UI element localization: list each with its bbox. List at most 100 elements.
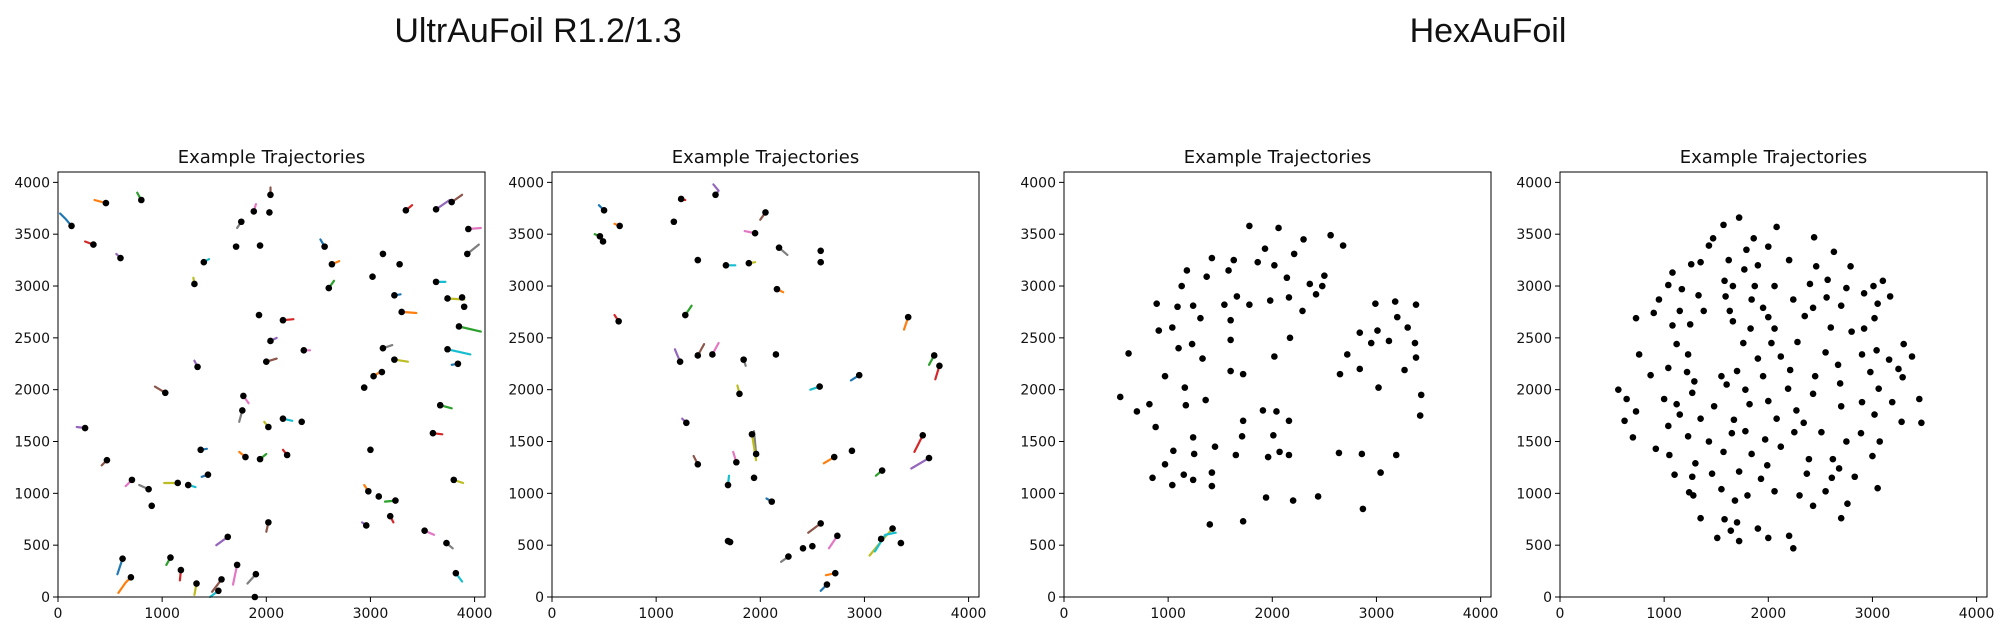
data-point [1785, 256, 1793, 264]
data-point [1836, 380, 1844, 387]
data-point [1708, 470, 1716, 477]
data-point [1356, 365, 1364, 373]
data-point [855, 371, 863, 379]
data-point [1285, 417, 1293, 425]
data-point [298, 418, 306, 426]
data-point [1271, 353, 1278, 360]
data-point [429, 429, 437, 437]
data-point [1875, 385, 1882, 392]
data-point [1264, 453, 1272, 461]
data-point [191, 280, 198, 288]
data-point [1666, 451, 1673, 459]
data-point [1199, 355, 1206, 362]
data-point [396, 260, 403, 268]
data-point [1823, 294, 1830, 301]
data-point [391, 356, 398, 363]
data-point [1908, 353, 1916, 360]
data-point [128, 476, 136, 484]
data-point [831, 569, 839, 577]
data-point [465, 225, 472, 233]
data-point [1239, 417, 1247, 425]
data-point [816, 383, 823, 390]
y-tick-label: 1500 [14, 435, 50, 451]
data-point [1744, 492, 1751, 499]
x-tick-label: 2000 [742, 606, 778, 622]
data-point [1208, 469, 1216, 476]
data-point [676, 358, 684, 365]
data-point [1285, 451, 1293, 459]
data-point [1806, 280, 1814, 288]
data-point [762, 209, 769, 216]
data-point [1655, 296, 1663, 303]
data-point [455, 323, 463, 330]
data-point [1720, 448, 1727, 456]
data-point [250, 208, 258, 215]
y-tick-label: 3000 [1020, 279, 1056, 295]
data-point [724, 481, 732, 489]
data-point [1818, 428, 1825, 436]
data-point [768, 498, 776, 505]
data-point [1246, 301, 1253, 308]
data-point [848, 447, 856, 455]
data-point [224, 533, 232, 541]
data-point [138, 196, 145, 204]
data-point [432, 206, 440, 213]
data-point [1874, 300, 1881, 307]
data-point [740, 356, 747, 363]
data-point [232, 243, 240, 250]
data-point [1318, 282, 1326, 290]
data-point [682, 311, 689, 319]
data-point [1169, 481, 1176, 489]
data-point [1375, 384, 1382, 391]
data-point [1809, 390, 1817, 398]
data-point [1809, 304, 1817, 312]
data-point [736, 390, 743, 398]
data-point [1673, 340, 1680, 348]
data-point [1829, 455, 1837, 463]
data-point [1710, 402, 1718, 410]
trajectory-line [873, 531, 897, 553]
data-point [1170, 447, 1177, 455]
data-point [1246, 222, 1253, 230]
data-point [1764, 397, 1772, 405]
y-tick-label: 4000 [1516, 175, 1552, 191]
data-point [1764, 313, 1772, 321]
x-tick-label: 1000 [144, 606, 180, 622]
data-point [386, 512, 394, 520]
x-tick-label: 4000 [457, 606, 493, 622]
data-point [1336, 370, 1344, 378]
data-point [1290, 250, 1298, 258]
data-point [1289, 497, 1297, 504]
data-point [1847, 263, 1854, 270]
data-point [889, 525, 896, 532]
data-point [1660, 395, 1668, 403]
data-point [1771, 325, 1778, 332]
data-point [1306, 280, 1314, 288]
data-point [1286, 334, 1294, 342]
y-tick-label: 4000 [1020, 175, 1056, 191]
data-point [365, 487, 372, 495]
data-point [1791, 428, 1798, 436]
data-point [1898, 418, 1905, 426]
data-point [1860, 325, 1868, 332]
data-point [1801, 312, 1809, 320]
data-point [1844, 500, 1851, 508]
data-point [1339, 242, 1347, 249]
data-point [237, 218, 245, 226]
data-point [745, 259, 753, 267]
data-point [1843, 438, 1850, 445]
data-point [1684, 433, 1692, 440]
data-point [265, 519, 272, 526]
data-point [817, 258, 824, 266]
data-point [1713, 534, 1721, 542]
data-point [279, 316, 287, 324]
data-point [1871, 411, 1878, 418]
data-point [1784, 385, 1792, 392]
data-point [683, 419, 690, 427]
data-point [897, 539, 905, 547]
plot-frame [551, 171, 980, 598]
y-tick-label: 2500 [508, 331, 544, 347]
data-point [694, 256, 702, 264]
y-tick-label: 500 [1525, 538, 1552, 554]
data-point [1803, 470, 1811, 477]
